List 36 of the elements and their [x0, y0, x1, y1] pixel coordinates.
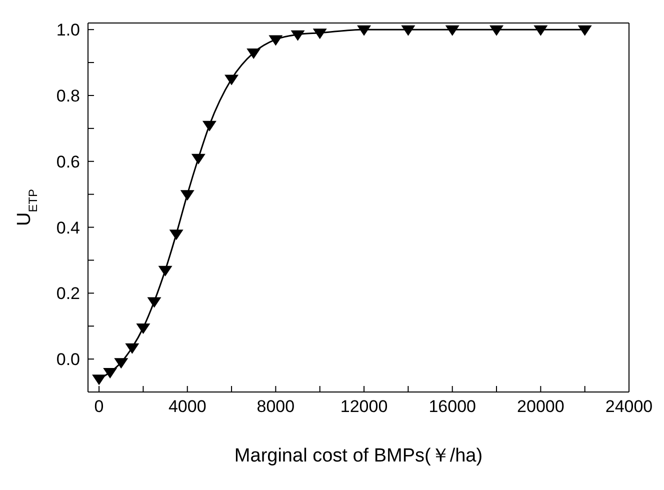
x-tick-label: 16000: [428, 397, 476, 416]
x-axis-title: Marginal cost of BMPs(￥/ha): [234, 445, 483, 466]
y-tick-label: 0.2: [56, 284, 80, 304]
point: [191, 154, 206, 164]
point: [357, 25, 372, 36]
x-tick-label: 20000: [517, 397, 564, 416]
point: [136, 324, 150, 334]
point: [114, 358, 128, 369]
point: [202, 120, 216, 132]
x-tick-label: 0: [94, 397, 104, 416]
y-tick-label: 0.4: [56, 218, 80, 238]
x-tick-label: 4000: [168, 397, 206, 416]
y-tick-label: 0.8: [56, 86, 80, 106]
point: [268, 35, 283, 46]
point: [158, 266, 172, 276]
point: [169, 230, 184, 240]
y-tick-label: 0.6: [56, 152, 80, 172]
point: [180, 190, 194, 201]
x-tick-label: 8000: [256, 397, 295, 416]
point: [534, 25, 548, 36]
point: [445, 25, 460, 36]
point: [578, 25, 592, 36]
point: [490, 25, 504, 36]
x-tick-label: 12000: [340, 397, 388, 416]
x-tick-label: 24000: [605, 397, 653, 416]
point: [312, 28, 327, 40]
point: [224, 74, 239, 86]
point: [401, 25, 416, 36]
y-tick-label: 1.0: [56, 20, 80, 40]
point: [147, 297, 162, 308]
point: [125, 343, 140, 354]
point: [290, 30, 305, 41]
y-tick-label: 0.0: [56, 350, 80, 370]
point: [103, 368, 118, 379]
point: [246, 48, 261, 59]
point: [92, 374, 106, 386]
